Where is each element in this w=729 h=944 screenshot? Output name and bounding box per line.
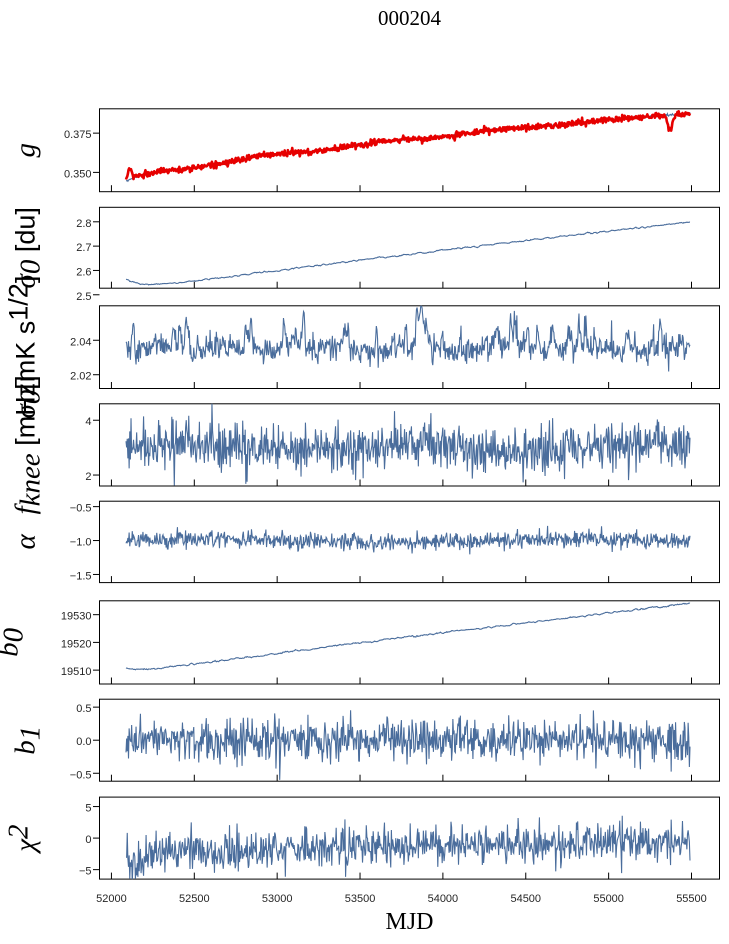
svg-text:−0.5: −0.5 <box>70 769 92 781</box>
svg-text:0: 0 <box>85 834 91 846</box>
svg-text:000204: 000204 <box>378 6 442 30</box>
svg-text:α: α <box>10 534 42 550</box>
svg-text:19520: 19520 <box>61 638 92 650</box>
svg-text:b1: b1 <box>10 726 47 755</box>
svg-text:55000: 55000 <box>593 893 624 905</box>
svg-text:0.5: 0.5 <box>76 703 91 715</box>
svg-text:−0.5: −0.5 <box>70 503 92 515</box>
svg-text:−1.0: −1.0 <box>70 537 92 549</box>
svg-text:MJD: MJD <box>385 909 433 935</box>
svg-text:−5: −5 <box>79 866 92 878</box>
svg-text:2.8: 2.8 <box>76 218 91 230</box>
svg-text:2.04: 2.04 <box>70 336 91 348</box>
svg-text:54500: 54500 <box>510 893 541 905</box>
svg-text:5: 5 <box>85 803 91 815</box>
svg-text:52500: 52500 <box>179 893 210 905</box>
svg-text:4: 4 <box>85 416 91 428</box>
svg-text:55500: 55500 <box>676 893 707 905</box>
svg-text:53500: 53500 <box>345 893 376 905</box>
svg-text:0.0: 0.0 <box>76 736 91 748</box>
svg-text:g: g <box>10 143 42 158</box>
svg-text:53000: 53000 <box>262 893 293 905</box>
svg-text:2.7: 2.7 <box>76 242 91 254</box>
svg-text:2.02: 2.02 <box>70 371 91 383</box>
svg-text:2.6: 2.6 <box>76 266 91 278</box>
svg-text:54000: 54000 <box>428 893 459 905</box>
svg-text:19530: 19530 <box>61 611 92 623</box>
svg-text:52000: 52000 <box>96 893 127 905</box>
svg-text:19510: 19510 <box>61 666 92 678</box>
svg-text:0.350: 0.350 <box>64 168 92 180</box>
svg-text:−1.5: −1.5 <box>70 570 92 582</box>
svg-text:2: 2 <box>85 471 91 483</box>
svg-text:0.375: 0.375 <box>64 129 92 141</box>
svg-text:2.5: 2.5 <box>76 291 91 303</box>
